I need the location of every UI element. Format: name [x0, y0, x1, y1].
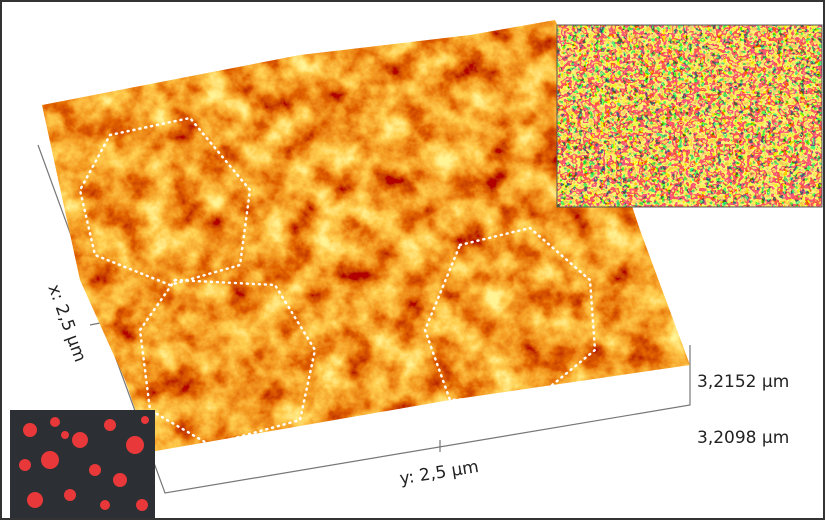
particle [27, 492, 43, 508]
particle [113, 473, 127, 487]
page: x: 2,5 µm y: 2,5 µm 3,2152 µm 3,2098 µm … [0, 0, 825, 520]
particle [64, 489, 76, 501]
particle [100, 500, 110, 510]
z-min-label: 3,2098 µm [697, 428, 789, 448]
particle [23, 423, 37, 437]
particle [61, 431, 69, 439]
inset-composite [557, 25, 822, 207]
afm-figure: x: 2,5 µm y: 2,5 µm 3,2152 µm 3,2098 µm [0, 0, 825, 520]
particle [141, 416, 149, 424]
particle [136, 499, 148, 511]
particle [72, 432, 88, 448]
particle [41, 451, 59, 469]
particle [19, 459, 31, 471]
particle [104, 419, 116, 431]
particle [126, 436, 144, 454]
inset-particles [10, 410, 155, 518]
particle [50, 417, 60, 427]
z-max-label: 3,2152 µm [697, 372, 789, 392]
particle [89, 464, 101, 476]
